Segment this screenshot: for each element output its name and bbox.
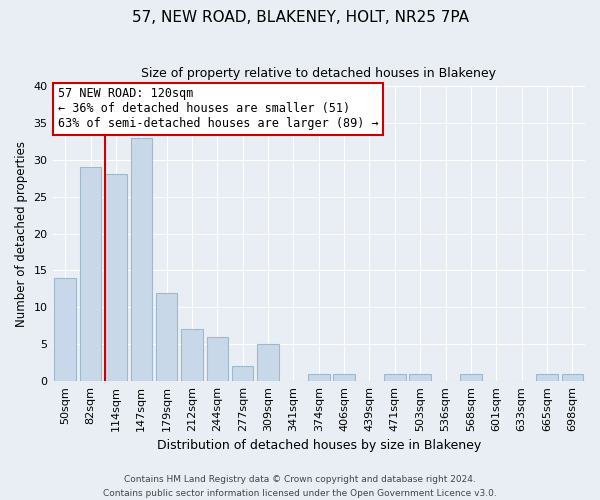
Bar (55, 278, 76, 381)
Bar (232, 366, 253, 381)
Bar (105, 174, 127, 381)
Bar (460, 374, 482, 381)
X-axis label: Distribution of detached houses by size in Blakeney: Distribution of detached houses by size … (157, 440, 481, 452)
Y-axis label: Number of detached properties: Number of detached properties (15, 140, 28, 326)
Bar (257, 344, 279, 381)
Bar (334, 374, 355, 381)
Bar (536, 374, 558, 381)
Bar (131, 138, 152, 381)
Text: 57 NEW ROAD: 120sqm
← 36% of detached houses are smaller (51)
63% of semi-detach: 57 NEW ROAD: 120sqm ← 36% of detached ho… (58, 88, 379, 130)
Bar (308, 374, 329, 381)
Bar (384, 374, 406, 381)
Bar (156, 292, 178, 381)
Title: Size of property relative to detached houses in Blakeney: Size of property relative to detached ho… (141, 68, 496, 80)
Bar (409, 374, 431, 381)
Bar (181, 330, 203, 381)
Text: 57, NEW ROAD, BLAKENEY, HOLT, NR25 7PA: 57, NEW ROAD, BLAKENEY, HOLT, NR25 7PA (131, 10, 469, 25)
Bar (80, 167, 101, 381)
Bar (206, 337, 228, 381)
Bar (562, 374, 583, 381)
Text: Contains HM Land Registry data © Crown copyright and database right 2024.
Contai: Contains HM Land Registry data © Crown c… (103, 476, 497, 498)
